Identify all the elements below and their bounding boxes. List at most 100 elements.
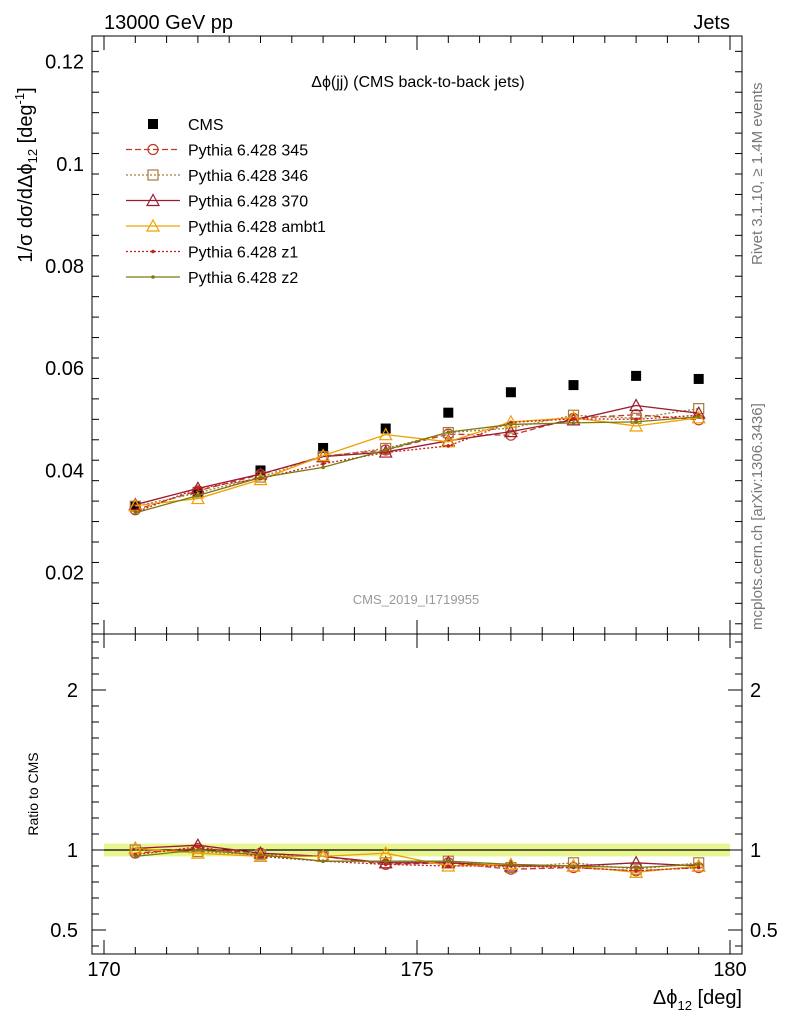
legend-item-ambt1: Pythia 6.428 ambt1 bbox=[126, 218, 326, 236]
data-point bbox=[571, 417, 576, 421]
data-point bbox=[571, 421, 576, 425]
data-point bbox=[253, 472, 268, 486]
legend-label: Pythia 6.428 z2 bbox=[188, 270, 298, 287]
data-point bbox=[196, 486, 200, 491]
data-point bbox=[446, 444, 451, 448]
data-point bbox=[630, 863, 642, 875]
ratio-y-axis-label: Ratio to CMS bbox=[25, 752, 41, 835]
ratio-line-ambt1 bbox=[135, 847, 699, 874]
data-point bbox=[693, 373, 704, 384]
ratio-panel-frame bbox=[91, 633, 743, 955]
data-point bbox=[133, 511, 138, 515]
ticks-layer: 170 175 180 0.02 0.04 0.06 0.08 0.1 0.12 0.5 0.5 1 1… bbox=[45, 36, 778, 981]
data-point bbox=[190, 491, 205, 505]
data-point bbox=[190, 845, 205, 859]
data-point bbox=[443, 407, 454, 418]
data-point bbox=[696, 862, 701, 867]
data-point bbox=[316, 448, 331, 462]
data-point bbox=[196, 845, 200, 849]
ratio-series-z2 bbox=[133, 848, 701, 870]
y-tick-label: 0.02 bbox=[45, 563, 84, 585]
ratio-line-p370 bbox=[135, 844, 699, 867]
data-point bbox=[318, 442, 329, 453]
ratio-y-tick-label: 1 bbox=[67, 840, 78, 862]
main-line-p345 bbox=[135, 414, 699, 511]
data-point bbox=[145, 218, 161, 232]
data-point bbox=[505, 387, 516, 398]
data-point bbox=[691, 858, 706, 872]
y-tick-label: 0.12 bbox=[45, 52, 84, 74]
side-label-bottom: mcplots.cern.ch [arXiv:1306.3436] bbox=[749, 403, 766, 630]
data-point bbox=[378, 444, 393, 458]
data-point bbox=[383, 448, 388, 452]
main-series-z1 bbox=[133, 413, 701, 515]
x-tick-label: 175 bbox=[400, 959, 433, 981]
ratio-line-z2 bbox=[135, 849, 699, 869]
legend-label: Pythia 6.428 345 bbox=[188, 143, 308, 160]
y-tick-label: 0.1 bbox=[56, 154, 84, 176]
data-point bbox=[696, 414, 701, 419]
main-y-axis-label: 1/σ dσ/dΔϕ12 [deg-1] bbox=[12, 87, 40, 262]
legend-label: Pythia 6.428 346 bbox=[188, 168, 308, 185]
legend-item-CMS: CMS bbox=[148, 117, 224, 134]
ratio-y-tick-label-right: 1 bbox=[750, 840, 761, 862]
data-point bbox=[503, 414, 518, 428]
data-point bbox=[629, 865, 644, 879]
y-tick-label: 0.06 bbox=[45, 358, 84, 380]
data-point bbox=[509, 422, 513, 427]
data-point bbox=[383, 859, 388, 863]
ratio-y-tick-label-right: 2 bbox=[750, 680, 761, 702]
x-axis-label: Δϕ12 [deg] bbox=[653, 987, 742, 1013]
data-point bbox=[321, 859, 325, 863]
ratio-y-tick-label-right: 0.5 bbox=[750, 920, 778, 942]
data-point bbox=[196, 848, 200, 852]
data-point bbox=[147, 143, 159, 156]
side-label-top: Rivet 3.1.10, ≥ 1.4M events bbox=[749, 83, 766, 266]
data-point bbox=[503, 424, 518, 438]
header-left: 13000 GeV pp bbox=[104, 12, 233, 34]
data-point bbox=[634, 420, 638, 424]
data-point bbox=[629, 398, 644, 412]
data-point bbox=[147, 169, 159, 181]
data-point bbox=[568, 380, 579, 391]
data-point bbox=[253, 849, 268, 863]
y-tick-label: 0.08 bbox=[45, 256, 84, 278]
data-point bbox=[378, 845, 393, 859]
data-point bbox=[321, 462, 325, 466]
data-point bbox=[321, 465, 325, 470]
data-point bbox=[571, 864, 576, 868]
data-point bbox=[151, 249, 155, 254]
main-series-z2 bbox=[133, 414, 701, 515]
legend-item-p345: Pythia 6.428 345 bbox=[126, 143, 308, 160]
legend-label: Pythia 6.428 ambt1 bbox=[188, 219, 326, 236]
legend-label: CMS bbox=[188, 117, 224, 134]
main-series-ambt1 bbox=[128, 410, 706, 512]
data-point bbox=[255, 465, 266, 476]
data-point bbox=[383, 862, 388, 867]
main-line-z2 bbox=[135, 416, 699, 514]
data-point bbox=[148, 119, 158, 129]
legend-item-z2: Pythia 6.428 z2 bbox=[126, 270, 298, 287]
data-point bbox=[696, 865, 701, 870]
data-point bbox=[446, 430, 451, 434]
ratio-y-tick-label: 2 bbox=[67, 680, 78, 702]
data-point bbox=[145, 193, 161, 207]
data-point bbox=[151, 275, 155, 279]
data-point bbox=[634, 417, 638, 422]
main-line-z1 bbox=[135, 414, 699, 513]
y-tick-label: 0.04 bbox=[45, 460, 84, 482]
main-series-p346 bbox=[129, 403, 705, 512]
data-point bbox=[446, 859, 451, 863]
data-point bbox=[383, 450, 388, 455]
data-point bbox=[196, 493, 200, 498]
x-tick-label: 170 bbox=[87, 959, 120, 981]
legend-label: Pythia 6.428 370 bbox=[188, 194, 308, 211]
data-point bbox=[634, 865, 638, 870]
legend-item-p370: Pythia 6.428 370 bbox=[126, 193, 308, 211]
x-tick-label: 180 bbox=[713, 959, 746, 981]
legend-item-p346: Pythia 6.428 346 bbox=[126, 168, 308, 185]
legend-item-z1: Pythia 6.428 z1 bbox=[126, 245, 298, 262]
svg-text:1/σ dσ/dΔϕ12 [deg-1]: 1/σ dσ/dΔϕ12 [deg-1] bbox=[12, 87, 40, 262]
data-point bbox=[634, 869, 638, 873]
